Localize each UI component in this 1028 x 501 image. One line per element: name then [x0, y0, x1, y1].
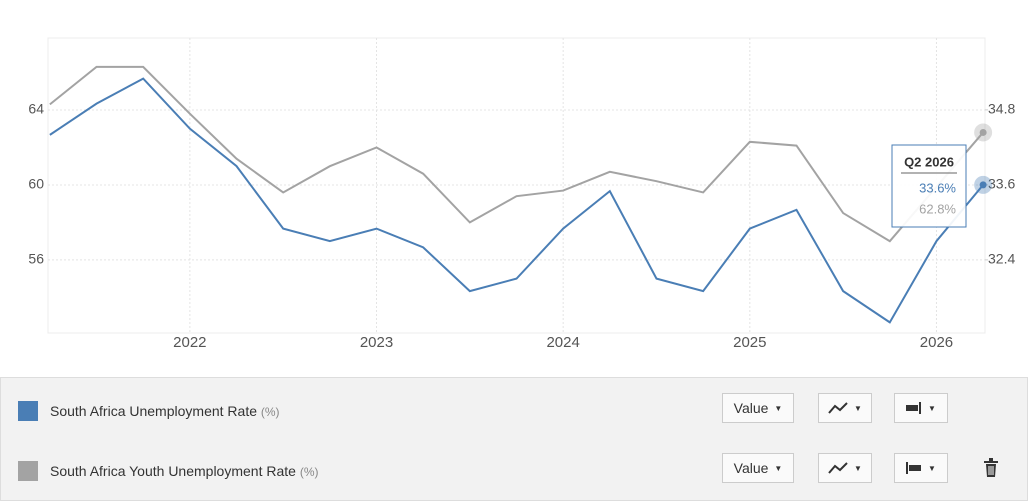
- axis-button[interactable]: ▼: [894, 393, 948, 423]
- caret: ▼: [854, 403, 862, 413]
- hover-point: [979, 128, 987, 136]
- mode-button[interactable]: Value ▼: [722, 453, 794, 483]
- tooltip-label: 62.8%: [919, 201, 956, 216]
- x-tick-label: 2026: [920, 334, 953, 351]
- tooltip-label: 33.6%: [919, 180, 956, 195]
- caret: ▼: [774, 463, 783, 473]
- legend-label: South Africa Youth Unemployment Rate (%): [50, 463, 319, 479]
- legend-swatch: [18, 461, 38, 481]
- legend-panel: South Africa Unemployment Rate (%) Value ▼…: [0, 377, 1028, 501]
- axis-icon: [906, 462, 922, 474]
- y2-tick-label: 34.8: [988, 101, 1015, 117]
- chart: 56 60 64 32.4 33.6 34.8 2022 2023 2024 2025 2026 Q2…: [28, 37, 1015, 351]
- y2-tick-label: 32.4: [988, 251, 1015, 267]
- legend-row: South Africa Unemployment Rate (%) Value ▼…: [1, 378, 1027, 438]
- series-line: [49, 77, 984, 324]
- y-tick-label: 60: [28, 176, 44, 192]
- mode-text: Value: [733, 460, 769, 476]
- plot-area: [47, 37, 986, 334]
- line-icon: [828, 402, 848, 414]
- legend-name: South Africa Youth Unemployment Rate: [50, 463, 296, 479]
- legend-unit: (%): [299, 465, 319, 479]
- legend-label: South Africa Unemployment Rate (%): [50, 403, 280, 419]
- caret: ▼: [774, 403, 783, 413]
- y2-tick-label: 33.6: [988, 176, 1015, 192]
- axis-icon: [906, 402, 922, 414]
- axis-button[interactable]: ▼: [894, 453, 948, 483]
- mode-button[interactable]: Value ▼: [722, 393, 794, 423]
- legend-name: South Africa Unemployment Rate: [50, 403, 257, 419]
- line-icon: [828, 462, 848, 474]
- mode-text: Value: [733, 400, 769, 416]
- x-tick-label: 2024: [546, 334, 579, 351]
- legend-swatch: [18, 401, 38, 421]
- x-tick-label: 2022: [173, 334, 206, 351]
- hover-point: [979, 181, 987, 189]
- caret: ▼: [928, 463, 936, 473]
- type-button[interactable]: ▼: [818, 453, 872, 483]
- caret: ▼: [854, 463, 862, 473]
- x-tick-label: 2025: [733, 334, 766, 351]
- tooltip: Q2 2026 33.6% 62.8%: [891, 144, 967, 228]
- type-button[interactable]: ▼: [818, 393, 872, 423]
- delete-button[interactable]: [979, 453, 1003, 483]
- legend-row: South Africa Youth Unemployment Rate (%)…: [1, 438, 1027, 498]
- series-line: [49, 65, 984, 243]
- tooltip-box: [891, 144, 967, 228]
- legend-unit: (%): [260, 405, 280, 419]
- y-tick-label: 56: [28, 251, 44, 267]
- trash-icon: [984, 458, 998, 477]
- y-tick-label: 64: [28, 101, 44, 117]
- x-tick-label: 2023: [360, 334, 393, 351]
- tooltip-title: Q2 2026: [904, 154, 954, 169]
- caret: ▼: [928, 403, 936, 413]
